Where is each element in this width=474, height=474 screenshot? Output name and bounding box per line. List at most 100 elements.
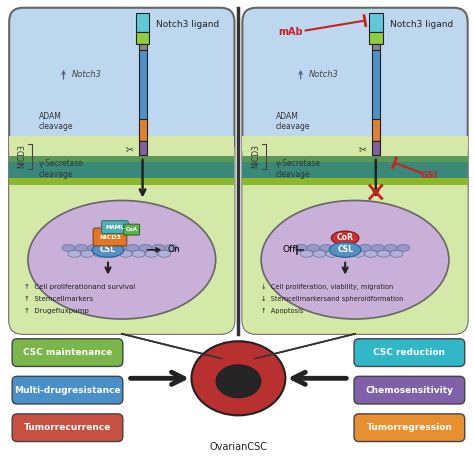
Text: NICD3: NICD3: [252, 144, 261, 168]
Ellipse shape: [339, 250, 352, 257]
Ellipse shape: [81, 250, 94, 257]
FancyBboxPatch shape: [354, 414, 465, 442]
Ellipse shape: [329, 242, 361, 257]
Ellipse shape: [94, 250, 107, 257]
Bar: [9, 162, 235, 178]
Ellipse shape: [165, 245, 178, 251]
Ellipse shape: [346, 245, 358, 251]
Text: Notch3: Notch3: [309, 71, 338, 80]
Ellipse shape: [88, 245, 100, 251]
Text: MAML: MAML: [106, 225, 124, 229]
Text: CSC maintenance: CSC maintenance: [23, 348, 112, 357]
Text: ↓  Stemcellmarkersand spheroidformation: ↓ Stemcellmarkersand spheroidformation: [261, 296, 403, 302]
Bar: [372, 141, 380, 155]
Text: CoA: CoA: [126, 227, 138, 232]
Ellipse shape: [333, 245, 346, 251]
FancyBboxPatch shape: [124, 224, 140, 235]
Ellipse shape: [113, 245, 126, 251]
Ellipse shape: [191, 341, 285, 415]
Text: OvarianCSC: OvarianCSC: [210, 442, 267, 453]
Ellipse shape: [139, 245, 152, 251]
Text: CSL: CSL: [337, 246, 353, 255]
Text: NICD3: NICD3: [18, 144, 27, 168]
Bar: [138, 44, 146, 50]
Ellipse shape: [152, 245, 165, 251]
Ellipse shape: [145, 250, 158, 257]
Text: ↑  Cell proliferationand survival: ↑ Cell proliferationand survival: [24, 284, 135, 291]
FancyBboxPatch shape: [9, 136, 235, 334]
Text: γ-Secretase
cleavage: γ-Secretase cleavage: [39, 159, 84, 179]
FancyBboxPatch shape: [12, 339, 123, 366]
Bar: [242, 162, 468, 178]
Text: CoR: CoR: [337, 234, 354, 243]
Ellipse shape: [62, 245, 75, 251]
Text: ↑  Drugefluxpump: ↑ Drugefluxpump: [24, 308, 89, 314]
Ellipse shape: [216, 365, 261, 398]
Text: Tumorregression: Tumorregression: [366, 423, 452, 432]
Text: ↑  Apoptosis: ↑ Apoptosis: [261, 308, 304, 314]
Ellipse shape: [92, 242, 124, 257]
Ellipse shape: [352, 250, 365, 257]
Ellipse shape: [365, 250, 377, 257]
Text: Notch3 ligand: Notch3 ligand: [156, 20, 219, 29]
Bar: [372, 44, 380, 50]
Text: CSC reduction: CSC reduction: [374, 348, 446, 357]
Ellipse shape: [371, 245, 384, 251]
FancyBboxPatch shape: [9, 8, 235, 334]
Ellipse shape: [158, 250, 171, 257]
FancyBboxPatch shape: [242, 136, 468, 334]
Text: Notch3 ligand: Notch3 ligand: [390, 20, 453, 29]
FancyBboxPatch shape: [354, 339, 465, 366]
Text: γ-Secretase
cleavage: γ-Secretase cleavage: [276, 159, 321, 179]
Text: ADAM
cleavage: ADAM cleavage: [39, 112, 73, 131]
Ellipse shape: [261, 201, 449, 319]
Ellipse shape: [384, 245, 397, 251]
Bar: [242, 178, 468, 185]
Text: ADAM
cleavage: ADAM cleavage: [276, 112, 310, 131]
Bar: [136, 13, 149, 32]
Text: Chemosensitivity: Chemosensitivity: [365, 386, 453, 395]
Ellipse shape: [390, 250, 403, 257]
FancyBboxPatch shape: [12, 376, 123, 404]
Text: Multi-drugresistance: Multi-drugresistance: [14, 386, 121, 395]
Ellipse shape: [331, 231, 359, 245]
Ellipse shape: [294, 245, 307, 251]
Text: ✂: ✂: [359, 144, 367, 154]
Text: Tumorrecurrence: Tumorrecurrence: [24, 423, 111, 432]
Bar: [372, 50, 380, 119]
FancyBboxPatch shape: [242, 8, 468, 334]
Text: mAb: mAb: [279, 27, 303, 37]
Ellipse shape: [377, 250, 390, 257]
Ellipse shape: [126, 245, 139, 251]
Text: On: On: [167, 246, 180, 255]
FancyBboxPatch shape: [354, 376, 465, 404]
Ellipse shape: [132, 250, 145, 257]
Text: CSL: CSL: [100, 246, 116, 255]
Ellipse shape: [68, 250, 81, 257]
Bar: [369, 32, 383, 44]
Bar: [138, 119, 146, 141]
Ellipse shape: [320, 245, 333, 251]
Bar: [138, 141, 146, 155]
Ellipse shape: [28, 201, 216, 319]
Ellipse shape: [358, 245, 371, 251]
Bar: [242, 156, 468, 162]
Text: Notch3: Notch3: [72, 71, 101, 80]
Ellipse shape: [75, 245, 88, 251]
FancyBboxPatch shape: [101, 221, 128, 234]
Bar: [242, 136, 468, 151]
Ellipse shape: [107, 250, 119, 257]
Text: Off: Off: [283, 246, 296, 255]
Ellipse shape: [326, 250, 339, 257]
FancyBboxPatch shape: [93, 228, 127, 246]
Ellipse shape: [307, 245, 320, 251]
Bar: [9, 178, 235, 185]
Ellipse shape: [397, 245, 410, 251]
Bar: [136, 32, 149, 44]
Bar: [372, 119, 380, 141]
Ellipse shape: [100, 245, 113, 251]
Text: ↓  Cell proliferation, viability, migration: ↓ Cell proliferation, viability, migrati…: [261, 284, 393, 291]
Bar: [9, 156, 235, 162]
Text: NICD3: NICD3: [99, 235, 121, 239]
Ellipse shape: [119, 250, 132, 257]
